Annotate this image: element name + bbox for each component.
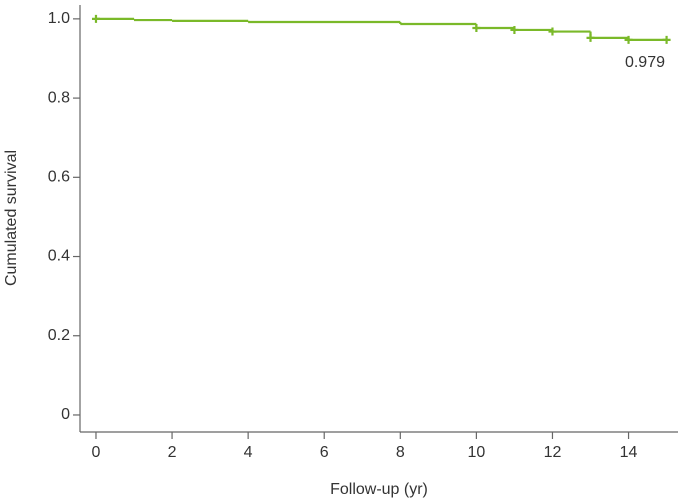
censor-mark	[662, 35, 671, 44]
x-axis-label: Follow-up (yr)	[330, 481, 428, 498]
censor-mark	[91, 14, 100, 23]
x-tick-label: 0	[92, 444, 101, 461]
censor-mark	[472, 23, 481, 32]
y-tick-label: 0.8	[48, 89, 70, 106]
y-tick-label: 0	[61, 406, 70, 423]
x-tick-label: 10	[467, 444, 485, 461]
y-axis-label: Cumulated survival	[3, 150, 20, 286]
y-tick-label: 1.0	[48, 10, 70, 27]
x-tick-label: 14	[620, 444, 638, 461]
x-tick-label: 2	[168, 444, 177, 461]
censor-mark	[548, 27, 557, 36]
x-tick-label: 12	[544, 444, 562, 461]
annotation: 0.979	[625, 54, 665, 71]
censor-mark	[510, 25, 519, 34]
x-tick-label: 4	[244, 444, 253, 461]
x-tick-label: 6	[320, 444, 329, 461]
y-tick-label: 0.2	[48, 327, 70, 344]
censor-mark	[624, 35, 633, 44]
censor-mark	[586, 33, 595, 42]
y-tick-label: 0.4	[48, 248, 70, 265]
x-tick-label: 8	[396, 444, 405, 461]
y-tick-label: 0.6	[48, 169, 70, 186]
